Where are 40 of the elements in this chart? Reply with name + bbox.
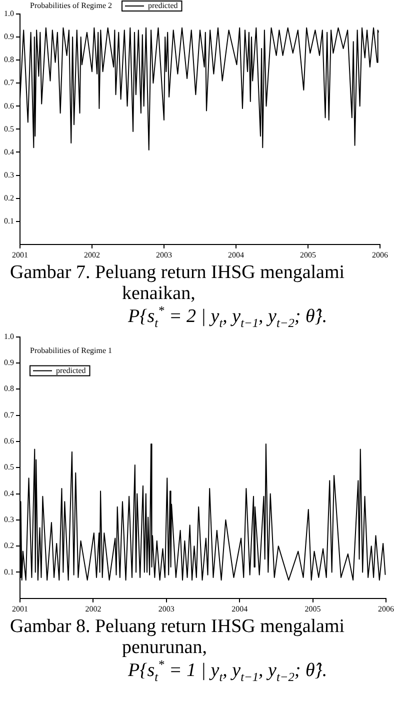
text: P{s$_{t}$$^{*}$ = 1 | y$_{t}$, y$_{t−1}$, y$_{t−2}$; θ̂}. — [128, 658, 328, 684]
chart-title: Probabilities of Regime 2 — [30, 1, 112, 10]
y-tick-label: 0.2 — [4, 541, 14, 550]
text: Probabilities of Regime 1 — [30, 346, 112, 355]
y-tick-label: 0.5 — [4, 124, 14, 134]
y-tick-label: 0.4 — [4, 488, 14, 498]
text: Gambar 8. Peluang return IHSG mengalami penurunan, — [9, 616, 346, 658]
text: Gambar 7. Peluang return IHSG mengalami kenaikan, — [9, 262, 346, 304]
x-tick-label: 2001 — [12, 604, 28, 614]
y-tick-label: 0.4 — [4, 147, 14, 156]
x-tick-label: 2005 — [300, 250, 316, 260]
x-tick-label: 2002 — [85, 604, 102, 614]
x-tick-label: 2005 — [304, 604, 321, 614]
x-tick-label: 2001 — [12, 250, 28, 260]
y-tick-label: 0.6 — [4, 101, 14, 110]
x-tick-label: 2004 — [232, 604, 248, 614]
y-tick-label: 0.1 — [4, 567, 14, 576]
y-tick-label: 0.9 — [4, 358, 14, 368]
y-tick-label: 0.7 — [4, 78, 14, 88]
y-tick-label: 0.1 — [4, 216, 14, 226]
legend-label: predicted — [56, 366, 86, 375]
y-tick-label: 0.5 — [4, 462, 14, 472]
y-tick-label: 0.3 — [4, 515, 14, 524]
x-tick-label: 2006 — [372, 250, 388, 260]
x-tick-label: 2006 — [378, 604, 394, 614]
x-tick-label: 2003 — [156, 250, 172, 260]
y-tick-label: 0.3 — [4, 170, 14, 180]
y-tick-label: 0.6 — [4, 436, 14, 446]
y-tick-label: 1.0 — [4, 332, 14, 341]
text: P{s$_{t}$$^{*}$ = 2 | y$_{t}$, y$_{t−1}$, y$_{t−2}$; θ̂}. — [128, 304, 328, 330]
x-tick-label: 2002 — [84, 250, 100, 260]
y-tick-label: 0.9 — [4, 32, 14, 42]
y-tick-label: 0.2 — [4, 193, 14, 202]
x-tick-label: 2003 — [158, 604, 174, 614]
y-tick-label: 1.0 — [4, 9, 14, 18]
x-tick-label: 2004 — [228, 250, 244, 260]
legend-label: predicted — [148, 1, 178, 10]
y-tick-label: 0.7 — [4, 410, 14, 420]
y-tick-label: 0.8 — [4, 384, 14, 394]
y-tick-label: 0.8 — [4, 55, 14, 64]
